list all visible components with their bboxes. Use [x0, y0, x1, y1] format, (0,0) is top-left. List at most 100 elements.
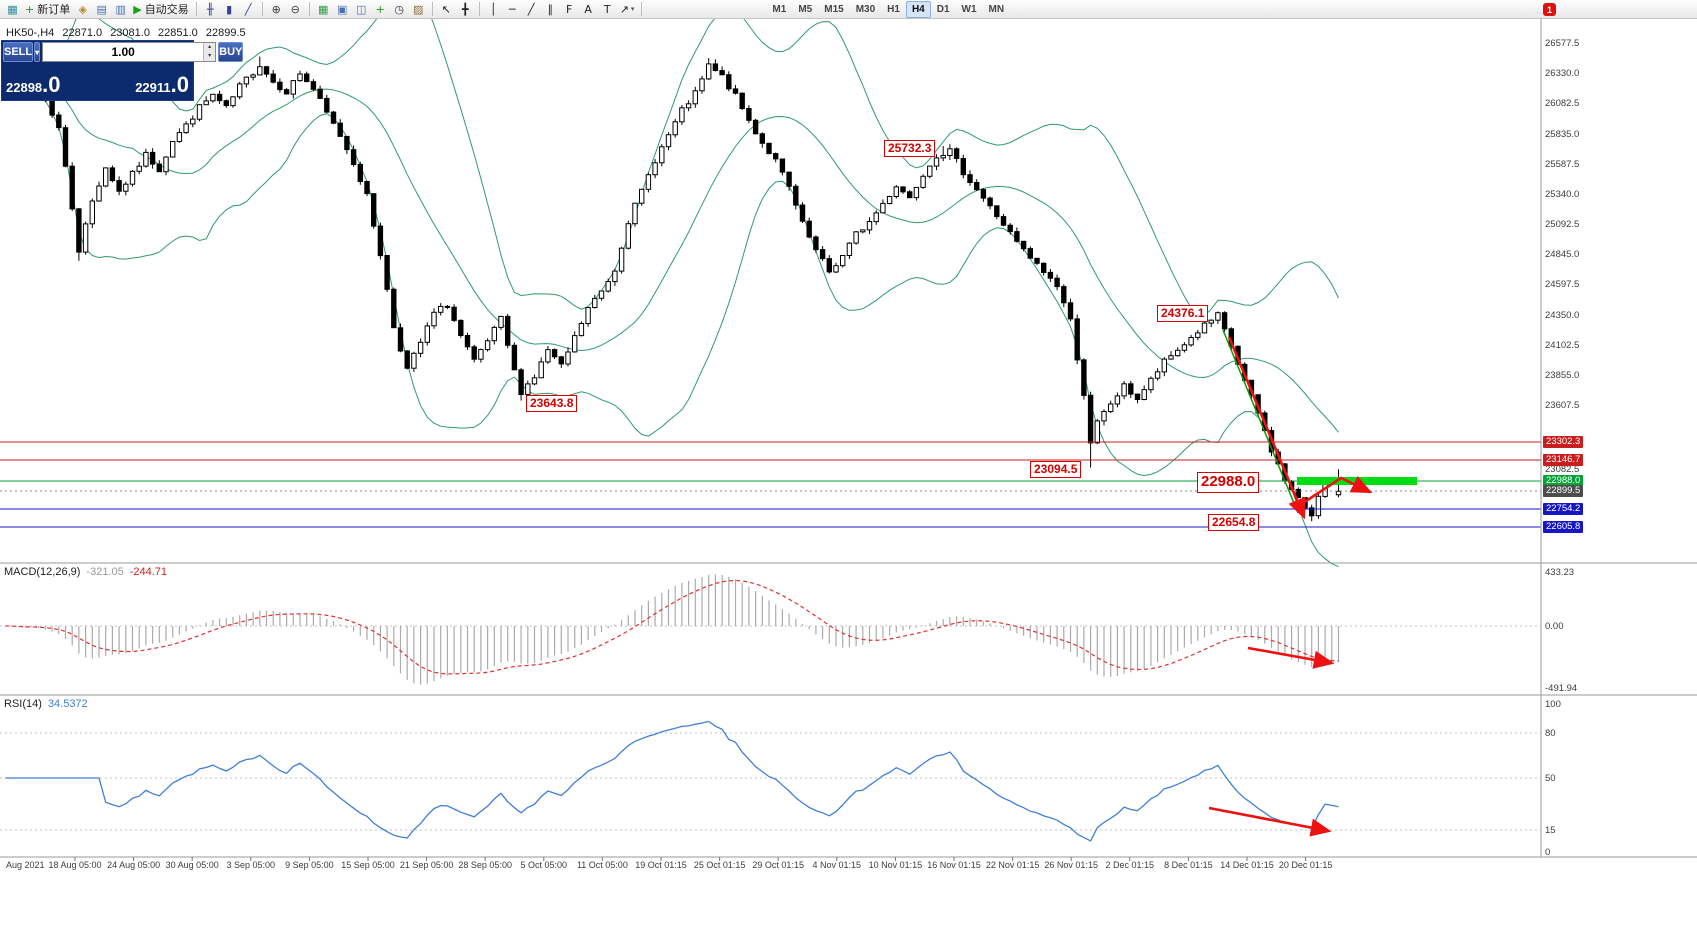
timeframe-mn-button[interactable]: MN: [988, 3, 1005, 15]
toolbar-spacer: [646, 9, 766, 10]
alert-badge[interactable]: 1: [1543, 3, 1556, 16]
price-annotation[interactable]: 24376.1: [1157, 305, 1209, 322]
toolbar-separator: [431, 2, 433, 16]
price-annotation[interactable]: 25732.3: [884, 140, 936, 157]
rsi-axis-tick: 0: [1545, 847, 1551, 858]
time-axis-label: 20 Dec 01:15: [1278, 860, 1333, 870]
crosshair-icon: ╋: [461, 2, 469, 16]
periods-icon: ◷: [394, 2, 404, 16]
volume-stepper: ▴ ▾: [203, 43, 216, 61]
volume-preset-dropdown[interactable]: ▾: [34, 42, 41, 62]
buy-button[interactable]: BUY: [218, 42, 244, 62]
crosshair-button[interactable]: ╋: [456, 1, 475, 18]
time-axis-label: 21 Sep 05:00: [399, 860, 454, 870]
trendline-button[interactable]: ╱: [522, 1, 541, 18]
high-value: 23081.0: [110, 27, 150, 39]
chevron-down-icon: ▾: [630, 6, 635, 13]
price-axis-tick: 24350.0: [1545, 310, 1580, 321]
cascade-windows-icon: ▣: [336, 2, 348, 16]
time-axis-label: 18 Aug 05:00: [48, 860, 102, 870]
new-order-button[interactable]: + 新订单: [22, 1, 73, 18]
red-down-arrow: [1227, 336, 1306, 520]
line-chart-button[interactable]: ╱: [239, 1, 258, 18]
price-axis-tick: 24597.5: [1545, 279, 1580, 290]
price-annotation[interactable]: 22654.8: [1208, 514, 1260, 531]
timeframe-h1-button[interactable]: H1: [887, 3, 900, 15]
price-annotation[interactable]: 23094.5: [1030, 461, 1082, 478]
timeframe-m15-button[interactable]: M15: [824, 3, 844, 15]
periods-button[interactable]: ◷: [390, 1, 409, 18]
cascade-windows-button[interactable]: ▣: [333, 1, 352, 18]
price-axis-tick: 23855.0: [1545, 370, 1580, 381]
indicators-button[interactable]: +: [371, 1, 390, 18]
tile-windows-button[interactable]: ▦: [314, 1, 333, 18]
toolbar-separator: [195, 2, 197, 16]
new-order-button-label: 新订单: [37, 4, 71, 16]
market-watch-button[interactable]: ▤: [92, 1, 111, 18]
label-button[interactable]: T: [598, 1, 617, 18]
text-button[interactable]: A: [579, 1, 598, 18]
candlestick-chart-button[interactable]: ▮: [220, 1, 239, 18]
zoom-out-button[interactable]: ⊖: [286, 1, 305, 18]
zoom-in-button[interactable]: ⊕: [267, 1, 286, 18]
chart-window-icon[interactable]: ▦: [3, 1, 22, 18]
bar-chart-button[interactable]: ╫: [201, 1, 220, 18]
autotrading-button[interactable]: ▶ 自动交易: [130, 1, 191, 18]
timeframe-m30-button[interactable]: M30: [855, 3, 876, 15]
time-axis-label: 3 Sep 05:00: [226, 860, 276, 870]
bar-chart-icon: ╫: [206, 2, 214, 16]
price-axis-tick: 26330.0: [1545, 68, 1580, 79]
templates-button[interactable]: ▨: [409, 1, 428, 18]
time-axis-label: 14 Dec 01:15: [1220, 860, 1274, 870]
chart-drawings[interactable]: [1208, 329, 1417, 837]
horizontal-line-button[interactable]: ─: [503, 1, 522, 18]
arrows-button[interactable]: ↗ ▾: [617, 1, 638, 18]
channel-button[interactable]: ∥: [541, 1, 560, 18]
fibonacci-button[interactable]: F: [560, 1, 579, 18]
fibonacci-icon: F: [566, 2, 573, 16]
time-axis-label: 29 Oct 01:15: [752, 860, 804, 870]
cursor-button[interactable]: ↖: [437, 1, 456, 18]
candlestick-chart-icon: ▮: [226, 2, 233, 16]
time-axis-label: 30 Aug 05:00: [165, 860, 219, 870]
timeframe-d1-button[interactable]: D1: [936, 3, 950, 15]
vertical-line-button[interactable]: │: [484, 1, 503, 18]
candles[interactable]: [2, 56, 1342, 522]
price-axis-tick: 24845.0: [1545, 249, 1580, 260]
volume-box: ▴ ▾: [42, 42, 217, 62]
timeframe-m1-button[interactable]: M1: [772, 3, 787, 15]
price-tag: 22899.5: [1543, 485, 1584, 497]
macd-indicator-label: MACD(12,26,9) -321.05 -244.71: [4, 566, 167, 578]
timeframe-m5-button[interactable]: M5: [798, 3, 813, 15]
text-icon: A: [584, 2, 592, 16]
time-axis-label: 10 Nov 01:15: [868, 860, 923, 870]
rsi-indicator[interactable]: [0, 720, 1541, 842]
time-axis-label: 19 Oct 01:15: [635, 860, 687, 870]
arrange-windows-button[interactable]: ◫: [352, 1, 371, 18]
time-axis-label: 9 Sep 05:00: [285, 860, 334, 870]
volume-decrease-button[interactable]: ▾: [204, 52, 216, 61]
price-annotation[interactable]: 23643.8: [526, 395, 578, 412]
volume-increase-button[interactable]: ▴: [204, 43, 216, 52]
zoom-in-icon: ⊕: [271, 2, 281, 16]
horizontal-level-lines[interactable]: [0, 441, 1541, 528]
red-hook-arrow: [1302, 475, 1373, 505]
arrange-windows-icon: ◫: [355, 2, 367, 16]
timeframe-h4-button[interactable]: H4: [905, 0, 931, 18]
metaeditor-button[interactable]: ◈: [73, 1, 92, 18]
price-axis-tick: 26577.5: [1545, 38, 1580, 49]
sell-button[interactable]: SELL: [3, 42, 34, 62]
time-axis-label: 8 Dec 01:15: [1164, 860, 1213, 870]
trade-panel-controls: SELL ▾ ▴ ▾ BUY: [2, 41, 244, 63]
bollinger-bands[interactable]: [18, 0, 1339, 568]
timeframe-w1-button[interactable]: W1: [961, 3, 977, 15]
green-trendline: [1222, 329, 1299, 514]
panel-frames: [0, 19, 1697, 861]
macd-indicator[interactable]: [0, 574, 1541, 685]
autotrading-button-label: 自动交易: [144, 4, 189, 16]
volume-input[interactable]: [43, 43, 204, 61]
data-window-button[interactable]: ▥: [111, 1, 130, 18]
price-annotation[interactable]: 22988.0: [1197, 472, 1260, 493]
time-axis-label: 28 Sep 05:00: [458, 860, 512, 870]
